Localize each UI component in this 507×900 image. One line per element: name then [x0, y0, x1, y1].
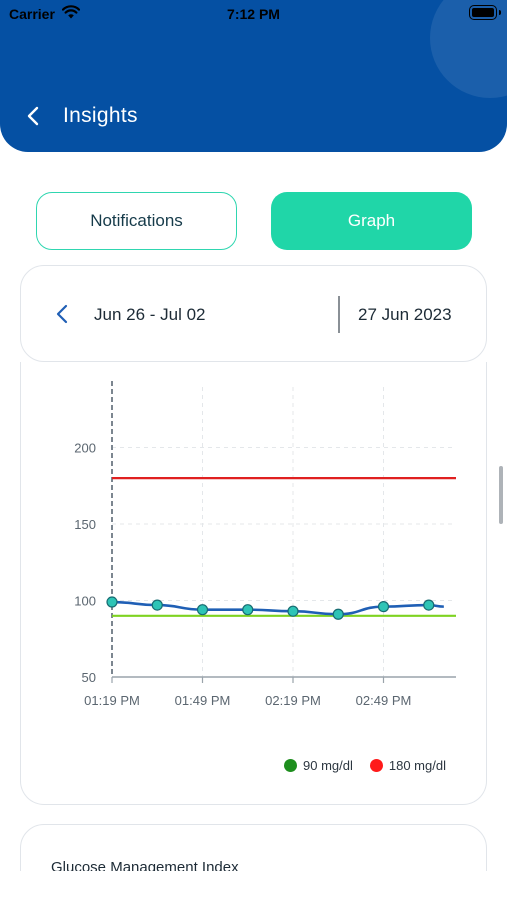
data-point [106, 596, 118, 608]
data-point [242, 604, 254, 616]
legend-swatch [369, 759, 383, 772]
x-tick-label: 02:49 PM [356, 693, 412, 708]
y-tick-label: 150 [74, 517, 96, 532]
legend-item-high: 180 mg/dl [369, 758, 446, 773]
chevron-left-icon [27, 106, 39, 126]
legend-label: 90 mg/dl [303, 758, 353, 773]
x-tick-label: 02:19 PM [265, 693, 321, 708]
tab-notifications[interactable]: Notifications [36, 192, 237, 250]
data-point [332, 608, 344, 620]
y-tick-label: 50 [82, 670, 96, 685]
data-point [287, 605, 299, 617]
x-tick-label: 01:49 PM [175, 693, 231, 708]
data-point [423, 599, 435, 611]
status-bar: Carrier 7:12 PM [0, 0, 507, 28]
chevron-left-icon [56, 304, 68, 324]
current-date-button[interactable]: 27 Jun 2023 [358, 305, 452, 324]
app-header: Insights [0, 0, 507, 152]
divider [338, 296, 340, 333]
wifi-icon [61, 5, 81, 24]
chart-card [20, 362, 487, 805]
gmi-title: Glucose Management Index [51, 859, 239, 871]
scrollbar[interactable] [499, 466, 503, 524]
y-tick-label: 200 [74, 441, 96, 456]
date-selector-card: Jun 26 - Jul 02 27 Jun 2023 [20, 265, 487, 362]
clock: 7:12 PM [227, 6, 280, 22]
previous-week-button[interactable] [53, 302, 71, 326]
legend-swatch [284, 759, 297, 772]
page-title: Insights [63, 104, 138, 127]
gmi-card[interactable]: Glucose Management Index [20, 824, 487, 871]
carrier-label: Carrier [9, 6, 55, 22]
legend-item-low: 90 mg/dl [284, 758, 353, 773]
battery-icon [469, 5, 501, 20]
data-point [196, 604, 209, 616]
legend-label: 180 mg/dl [388, 758, 446, 773]
chart-legend: 90 mg/dl 180 mg/dl [284, 758, 446, 773]
tab-graph[interactable]: Graph [271, 192, 472, 250]
chart-svg: 01:19 PM 01:49 PM 02:19 PM 02:49 PM 50 100 150… [74, 381, 456, 708]
x-tick-label: 01:19 PM [84, 693, 140, 708]
back-button[interactable] [20, 102, 46, 130]
glucose-line-chart: 01:19 PM 01:49 PM 02:19 PM 02:49 PM 50 100 150… [44, 377, 464, 722]
date-range-label: Jun 26 - Jul 02 [94, 305, 206, 324]
y-tick-label: 100 [74, 594, 96, 609]
data-point [377, 601, 390, 613]
data-point [151, 599, 163, 611]
